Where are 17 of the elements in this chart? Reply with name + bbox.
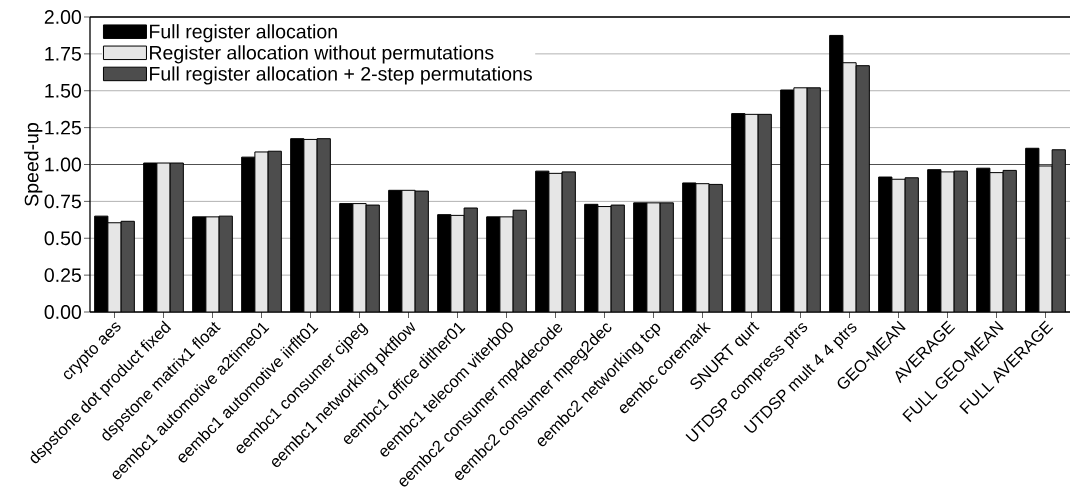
- y-tick-label: 1.50: [45, 83, 82, 98]
- legend-label: Register allocation without permutations: [150, 45, 494, 64]
- legend-label: Full register allocation: [150, 24, 337, 43]
- y-tick-label: 0.00: [44, 305, 82, 319]
- y-axis-title: Speed-up: [24, 123, 43, 206]
- y-tick-label: 0.75: [44, 194, 81, 209]
- bar: [1002, 169, 1017, 312]
- legend-label: Full register allocation + 2-step permutations: [150, 66, 532, 85]
- y-tick-label: 0.25: [44, 268, 81, 283]
- y-tick-label: 0.50: [44, 231, 82, 246]
- y-tick-label: 1.00: [45, 157, 82, 172]
- bar: [659, 202, 674, 312]
- bar: [708, 183, 723, 312]
- y-tick-label: 1.75: [45, 47, 81, 61]
- y-tick-label: 1.25: [45, 120, 81, 135]
- y-tick-label: 2.00: [44, 10, 82, 24]
- bar: [904, 177, 919, 312]
